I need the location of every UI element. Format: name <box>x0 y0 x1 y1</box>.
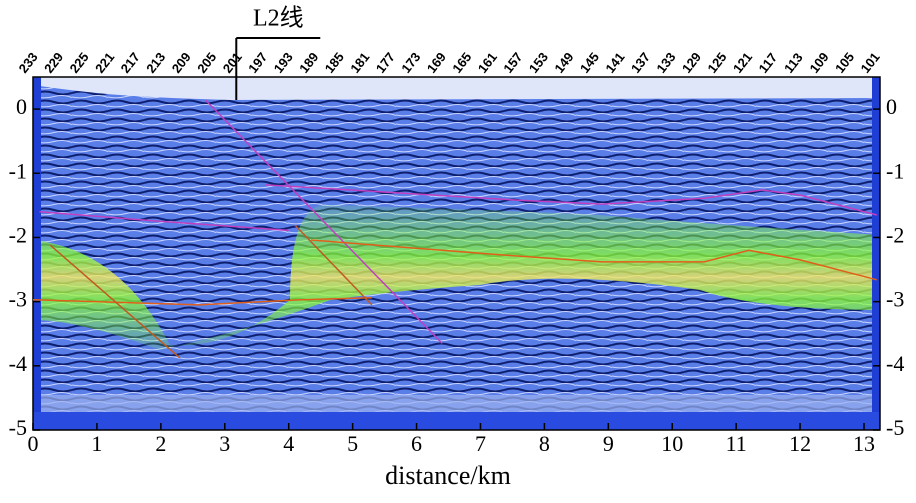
station-label: 149 <box>551 50 576 76</box>
x-tick-label: 0 <box>28 431 39 456</box>
y-tick-label: 0 <box>16 94 27 119</box>
x-tick-label: 6 <box>411 431 422 456</box>
station-label: 105 <box>832 50 857 76</box>
y-tick-label: -2 <box>9 223 27 248</box>
station-label: 161 <box>475 50 500 76</box>
x-tick-label: 5 <box>347 431 358 456</box>
y-tick-label: -5 <box>886 415 904 440</box>
horizon-line <box>205 99 443 344</box>
y-tick-label: -3 <box>886 287 904 312</box>
station-label: 221 <box>92 50 117 76</box>
x-tick-label: 11 <box>726 431 747 456</box>
x-tick-label: 13 <box>853 431 875 456</box>
x-tick-label: 1 <box>91 431 102 456</box>
station-label: 201 <box>220 50 245 76</box>
x-tick-label: 8 <box>539 431 550 456</box>
station-label: 209 <box>169 50 194 76</box>
station-label: 169 <box>424 50 449 76</box>
y-tick-label: -2 <box>886 223 904 248</box>
station-label: 165 <box>449 50 474 76</box>
station-label: 217 <box>118 50 143 76</box>
y-tick-label: -3 <box>9 287 27 312</box>
station-label: 109 <box>807 50 832 76</box>
horizon-line <box>294 224 373 306</box>
horizon-line <box>265 184 877 216</box>
station-label: 177 <box>373 50 398 76</box>
station-label: 157 <box>500 50 525 76</box>
station-label: 137 <box>628 50 653 76</box>
y-tick-label: -4 <box>9 351 27 376</box>
station-label: 117 <box>755 50 780 76</box>
seismic-image <box>33 77 880 430</box>
station-label: 173 <box>398 50 423 76</box>
x-tick-label: 2 <box>155 431 166 456</box>
x-tick-label: 3 <box>219 431 230 456</box>
station-label: 193 <box>271 50 296 76</box>
station-label: 133 <box>653 50 678 76</box>
station-label: 213 <box>143 50 168 76</box>
station-label: 205 <box>194 50 219 76</box>
y-tick-label: 0 <box>886 94 897 119</box>
horizon-line <box>49 244 181 359</box>
station-label: 153 <box>526 50 551 76</box>
station-label: 121 <box>730 50 755 76</box>
plot-frame <box>32 76 881 431</box>
station-label: 233 <box>16 50 41 76</box>
station-label: 125 <box>704 50 729 76</box>
x-tick-label: 12 <box>789 431 811 456</box>
station-label: 197 <box>245 50 270 76</box>
station-label: 185 <box>322 50 347 76</box>
horizon-line <box>311 239 877 281</box>
station-label: 229 <box>41 50 66 76</box>
station-label: 141 <box>602 50 627 76</box>
y-tick-label: -1 <box>9 158 27 183</box>
x-tick-label: 9 <box>603 431 614 456</box>
station-label: 189 <box>296 50 321 76</box>
station-label: 225 <box>67 50 92 76</box>
station-label: 101 <box>858 50 883 76</box>
y-tick-label: -5 <box>9 415 27 440</box>
x-axis-label: distance/km <box>385 461 511 490</box>
y-tick-label: -1 <box>886 158 904 183</box>
station-label: 129 <box>679 50 704 76</box>
x-tick-label: 4 <box>283 431 294 456</box>
station-label: 113 <box>781 50 806 76</box>
x-tick-label: 7 <box>475 431 486 456</box>
x-tick-label: 10 <box>661 431 683 456</box>
y-tick-label: -4 <box>886 351 904 376</box>
horizon-line <box>39 211 289 232</box>
annotation-label: L2线 <box>253 5 304 32</box>
station-label: 145 <box>577 50 602 76</box>
station-label: 181 <box>347 50 372 76</box>
